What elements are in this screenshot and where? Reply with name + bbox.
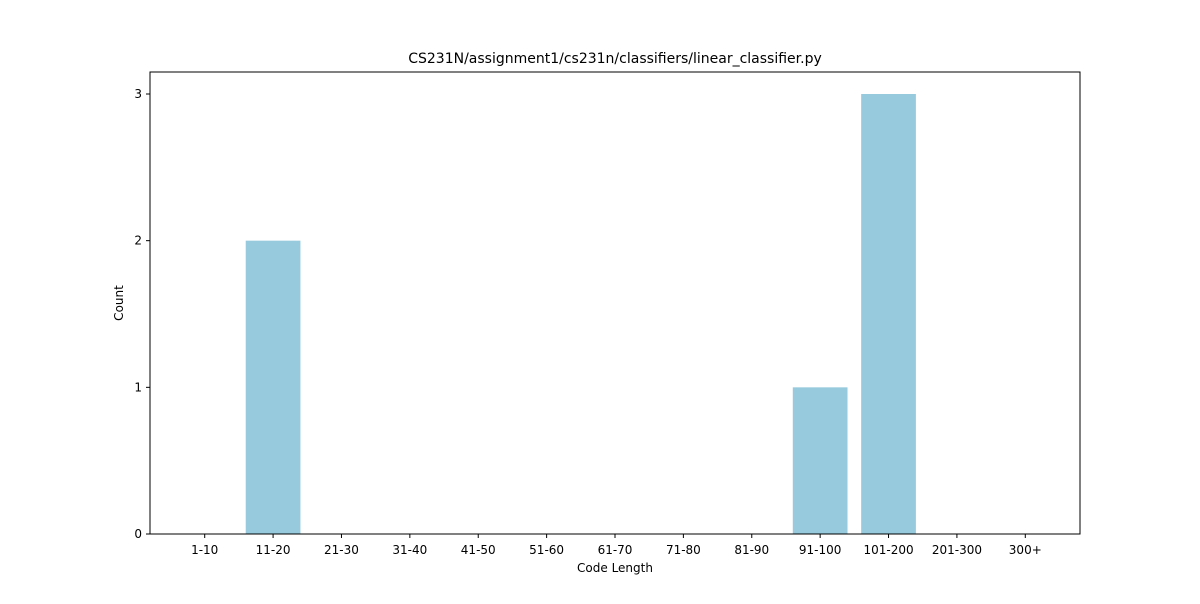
x-tick-label: 1-10 bbox=[191, 543, 218, 557]
y-tick-label: 0 bbox=[134, 527, 142, 541]
y-axis-ticks: 0 1 2 3 bbox=[134, 87, 150, 541]
x-axis-ticks: 1-10 11-20 21-30 31-40 41-50 51-60 61-70 71-80 8… bbox=[191, 534, 1042, 557]
x-tick-label: 91-100 bbox=[799, 543, 842, 557]
x-tick-label: 31-40 bbox=[392, 543, 427, 557]
x-tick-label: 21-30 bbox=[324, 543, 359, 557]
x-tick-label: 101-200 bbox=[863, 543, 913, 557]
y-tick-label: 1 bbox=[134, 380, 142, 394]
x-tick-label: 11-20 bbox=[256, 543, 291, 557]
x-tick-label: 300+ bbox=[1009, 543, 1042, 557]
y-tick-label: 2 bbox=[134, 234, 142, 248]
bar-101-200 bbox=[861, 94, 916, 534]
bars-group bbox=[245, 94, 916, 534]
x-tick-label: 51-60 bbox=[529, 543, 564, 557]
x-tick-label: 81-90 bbox=[734, 543, 769, 557]
x-tick-label: 71-80 bbox=[666, 543, 701, 557]
bar-11-20 bbox=[245, 240, 301, 534]
x-tick-label: 41-50 bbox=[461, 543, 496, 557]
x-axis-label: Code Length bbox=[577, 561, 653, 575]
x-tick-label: 201-300 bbox=[932, 543, 982, 557]
y-tick-label: 3 bbox=[134, 87, 142, 101]
bar-91-100 bbox=[792, 387, 848, 534]
chart-title: CS231N/assignment1/cs231n/classifiers/li… bbox=[408, 51, 822, 67]
x-tick-label: 61-70 bbox=[598, 543, 633, 557]
y-axis-label: Count bbox=[112, 285, 126, 321]
